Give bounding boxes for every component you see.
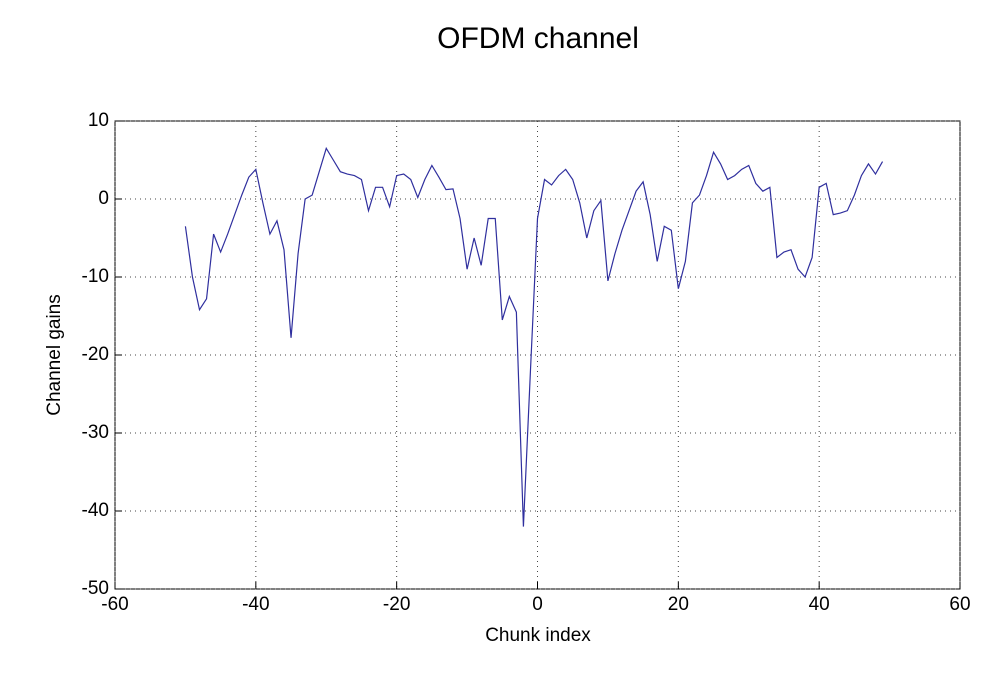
chart-title: OFDM channel xyxy=(437,22,639,55)
x-axis-label: Chunk index xyxy=(485,625,591,646)
y-tick-label: 0 xyxy=(98,188,109,209)
x-tick-label: 40 xyxy=(809,594,830,615)
x-tick-label: 20 xyxy=(668,594,689,615)
y-tick-label: -20 xyxy=(82,344,109,365)
x-tick-label: -60 xyxy=(101,594,128,615)
y-tick-label: -30 xyxy=(82,422,109,443)
y-axis-label: Channel gains xyxy=(44,294,65,415)
y-tick-label: -40 xyxy=(82,500,109,521)
y-tick-label: -10 xyxy=(82,266,109,287)
y-tick-label: -50 xyxy=(82,578,109,599)
x-tick-label: 0 xyxy=(532,594,543,615)
data-line xyxy=(184,146,884,527)
x-tick-label: -40 xyxy=(242,594,269,615)
x-tick-label: 60 xyxy=(949,594,970,615)
y-tick-label: 10 xyxy=(88,110,109,131)
x-tick-label: -20 xyxy=(383,594,410,615)
